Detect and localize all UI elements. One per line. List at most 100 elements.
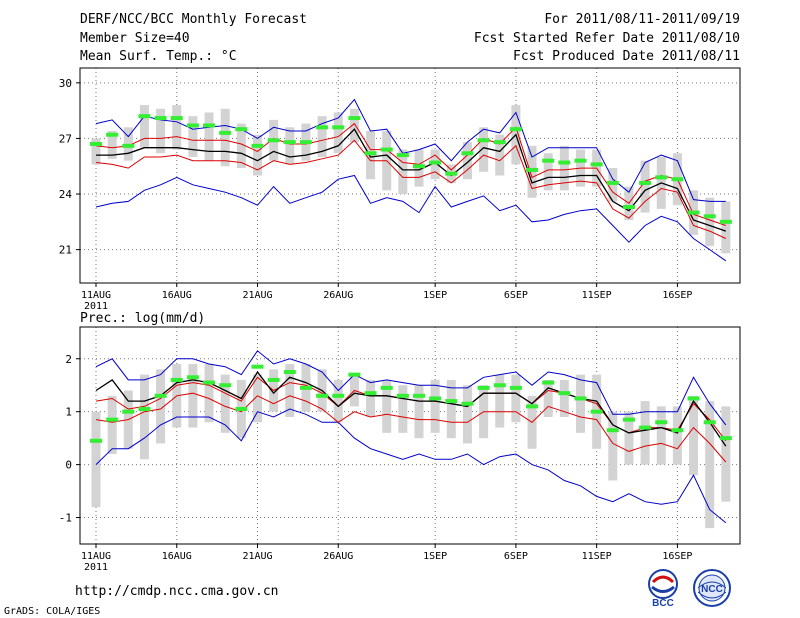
precipitation-spread-bar: [414, 385, 424, 439]
forecast-produced-date: Fcst Produced Date 2011/08/11: [513, 49, 740, 64]
temperature-obs-marker: [219, 130, 232, 135]
grads-credit: GrADS: COLA/IGES: [4, 606, 101, 617]
precipitation-obs-marker: [170, 377, 183, 382]
temperature-obs-marker: [332, 125, 345, 130]
precipitation-obs-marker: [687, 396, 700, 401]
temperature-spread-bar: [139, 105, 149, 148]
temperature-obs-marker: [186, 123, 199, 128]
precipitation-obs-marker: [719, 436, 732, 441]
temperature-panel-title: Mean Surf. Temp.: °C: [80, 49, 237, 64]
precipitation-obs-marker: [267, 377, 280, 382]
precipitation-obs-marker: [396, 393, 409, 398]
temperature-obs-marker: [477, 138, 490, 143]
temperature-obs-marker: [719, 219, 732, 224]
ncc-logo: NCC: [693, 569, 731, 607]
precipitation-inner-lower-line: [95, 392, 727, 463]
precipitation-obs-marker: [461, 401, 474, 406]
precipitation-frame: [79, 326, 741, 545]
precipitation-spread-bar: [672, 406, 682, 465]
temperature-xtick-label: 11SEP: [582, 290, 612, 301]
temperature-spread-bar: [91, 138, 101, 165]
precipitation-ytick-label: -1: [59, 512, 72, 525]
temperature-spread-bar: [236, 123, 246, 169]
precipitation-spread-bar: [107, 395, 117, 455]
temperature-obs-marker: [590, 162, 603, 167]
precipitation-spread-bar: [91, 411, 101, 507]
temperature-obs-marker: [493, 140, 506, 145]
temperature-obs-marker: [235, 127, 248, 132]
precipitation-spread-bar: [462, 385, 472, 444]
precipitation-obs-marker: [203, 380, 216, 385]
temperature-obs-marker: [106, 132, 119, 137]
temperature-outer-upper-line: [95, 98, 726, 202]
precipitation-obs-marker: [493, 383, 506, 388]
precipitation-obs-marker: [574, 396, 587, 401]
precipitation-obs-marker: [186, 375, 199, 380]
precipitation-xtick-label: 11AUG: [81, 551, 111, 562]
precipitation-obs-marker: [671, 428, 684, 433]
precipitation-obs-marker: [622, 417, 635, 422]
temperature-obs-marker: [299, 140, 312, 145]
temperature-xtick-label: 26AUG: [323, 290, 353, 301]
precipitation-obs-marker: [90, 438, 102, 443]
precipitation-obs-marker: [703, 420, 716, 425]
temperature-outer-lower-line: [95, 174, 727, 262]
precipitation-obs-marker: [299, 385, 312, 390]
precipitation-spread-bar: [511, 374, 521, 423]
precipitation-obs-marker: [380, 385, 393, 390]
temperature-spread-bar: [721, 201, 731, 254]
website-url[interactable]: http://cmdp.ncc.cma.gov.cn: [75, 584, 279, 599]
precipitation-obs-marker: [138, 407, 151, 412]
temperature-obs-marker: [122, 143, 135, 148]
temperature-obs-marker: [542, 158, 555, 163]
temperature-ytick-label: 30: [59, 77, 72, 90]
temperature-mean-line: [96, 128, 727, 232]
precipitation-spread-bar: [430, 379, 440, 433]
precipitation-spread-bar: [543, 379, 553, 417]
temperature-spread-bar: [220, 108, 230, 167]
precipitation-obs-marker: [219, 383, 232, 388]
precipitation-obs-marker: [122, 409, 135, 414]
precipitation-spread-bar: [559, 379, 569, 417]
temperature-ytick-label: 21: [59, 244, 72, 257]
precipitation-spread-bar: [333, 379, 343, 423]
temperature-frame: [79, 67, 741, 284]
precipitation-obs-marker: [283, 369, 296, 374]
temperature-obs-marker: [364, 151, 377, 156]
precipitation-obs-marker: [106, 417, 119, 422]
temperature-obs-marker: [267, 138, 280, 143]
temperature-xtick-label: 16SEP: [662, 290, 692, 301]
temperature-xtick-label: 1SEP: [423, 290, 447, 301]
precipitation-obs-marker: [235, 407, 248, 412]
temperature-obs-marker: [90, 141, 102, 146]
temperature-obs-marker: [461, 151, 474, 156]
temperature-spread-bar: [285, 127, 295, 165]
precipitation-spread-bar: [721, 406, 731, 502]
temperature-inner-upper-line: [95, 122, 726, 226]
precipitation-obs-marker: [639, 425, 652, 430]
precipitation-obs-marker: [251, 364, 264, 369]
precipitation-spread-bar: [204, 364, 214, 423]
temperature-obs-marker: [687, 210, 700, 215]
precipitation-spread-bar: [382, 379, 392, 433]
temperature-xtick-label: 21AUG: [242, 290, 272, 301]
member-size-label: Member Size=40: [80, 31, 190, 46]
temperature-xtick-label: 16AUG: [162, 290, 192, 301]
precipitation-obs-marker: [558, 391, 571, 396]
temperature-xtick-label: 11AUG: [81, 290, 111, 301]
precipitation-spread-bar: [689, 395, 699, 476]
temperature-obs-marker: [251, 143, 264, 148]
forecast-started-date: Fcst Started Refer Date 2011/08/10: [473, 31, 740, 46]
temperature-inner-lower-line: [95, 139, 727, 239]
chart-title: DERF/NCC/BCC Monthly Forecast: [80, 12, 307, 27]
precipitation-spread-bar: [446, 379, 456, 439]
temperature-obs-marker: [283, 140, 296, 145]
precipitation-spread-bar: [656, 406, 666, 465]
precipitation-obs-marker: [526, 404, 539, 409]
temperature-spread-bar: [398, 149, 408, 195]
temperature-spread-bar: [107, 131, 117, 159]
ncc-logo-text: NCC: [701, 584, 723, 595]
precipitation-spread-bar: [705, 401, 715, 529]
temperature-spread-bar: [188, 116, 198, 157]
